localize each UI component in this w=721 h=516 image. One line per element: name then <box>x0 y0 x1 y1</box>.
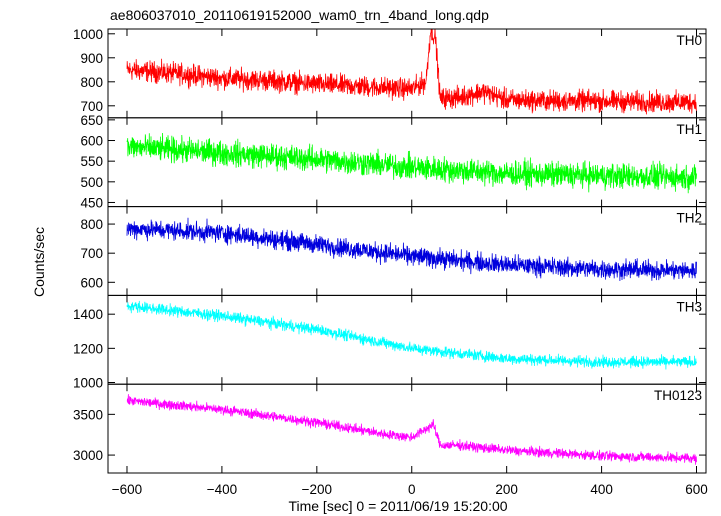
y-tick-label: 1200 <box>73 341 103 356</box>
y-tick-label: 800 <box>80 75 103 90</box>
panel-label-th0123: TH0123 <box>654 388 702 403</box>
y-tick-label: 700 <box>80 99 103 114</box>
x-tick-label: 400 <box>590 482 613 497</box>
y-tick-label: 1000 <box>73 375 103 390</box>
series-line-th1 <box>126 132 697 194</box>
panels-group: 700 800 900 1000 TH0 450 500 550 600 650 TH1 600 700… <box>73 27 708 497</box>
y-tick-label: 550 <box>80 154 103 169</box>
y-tick-label: 650 <box>80 113 103 128</box>
y-tick-label: 500 <box>80 175 103 190</box>
y-tick-label: 900 <box>80 51 103 66</box>
x-tick-label: 600 <box>685 482 708 497</box>
panel-label-th2: TH2 <box>676 211 702 226</box>
panel-frame-th1 <box>107 117 707 208</box>
y-tick-label: 600 <box>80 134 103 149</box>
x-tick-label: −400 <box>207 482 237 497</box>
x-tick-label: 200 <box>495 482 518 497</box>
x-tick-label: −200 <box>302 482 332 497</box>
y-tick-label: 1400 <box>73 307 103 322</box>
y-tick-label: 800 <box>80 217 103 232</box>
y-tick-label: 450 <box>80 195 103 210</box>
y-tick-label: 700 <box>80 246 103 261</box>
panel-frame-th0123 <box>107 383 707 474</box>
y-tick-label: 1000 <box>73 27 103 42</box>
panel-label-th0: TH0 <box>676 33 702 48</box>
x-tick-label: −600 <box>112 482 142 497</box>
panel-label-th3: TH3 <box>676 299 702 314</box>
series-line-th2 <box>126 217 697 282</box>
panel-label-th1: TH1 <box>676 122 702 137</box>
series-line-th3 <box>126 300 697 370</box>
x-axis-label: Time [sec] 0 = 2011/06/19 15:20:00 <box>288 498 507 514</box>
y-tick-label: 3000 <box>73 448 103 463</box>
x-tick-label: 0 <box>408 482 416 497</box>
y-axis-label: Counts/sec <box>31 227 47 297</box>
chart-title: ae806037010_20110619152000_wam0_trn_4ban… <box>110 7 489 23</box>
series-line-th0 <box>126 29 697 115</box>
y-tick-label: 3500 <box>73 407 103 422</box>
panel-frame-th3 <box>107 294 707 385</box>
series-line-th0123 <box>126 394 697 465</box>
y-tick-label: 600 <box>80 275 103 290</box>
